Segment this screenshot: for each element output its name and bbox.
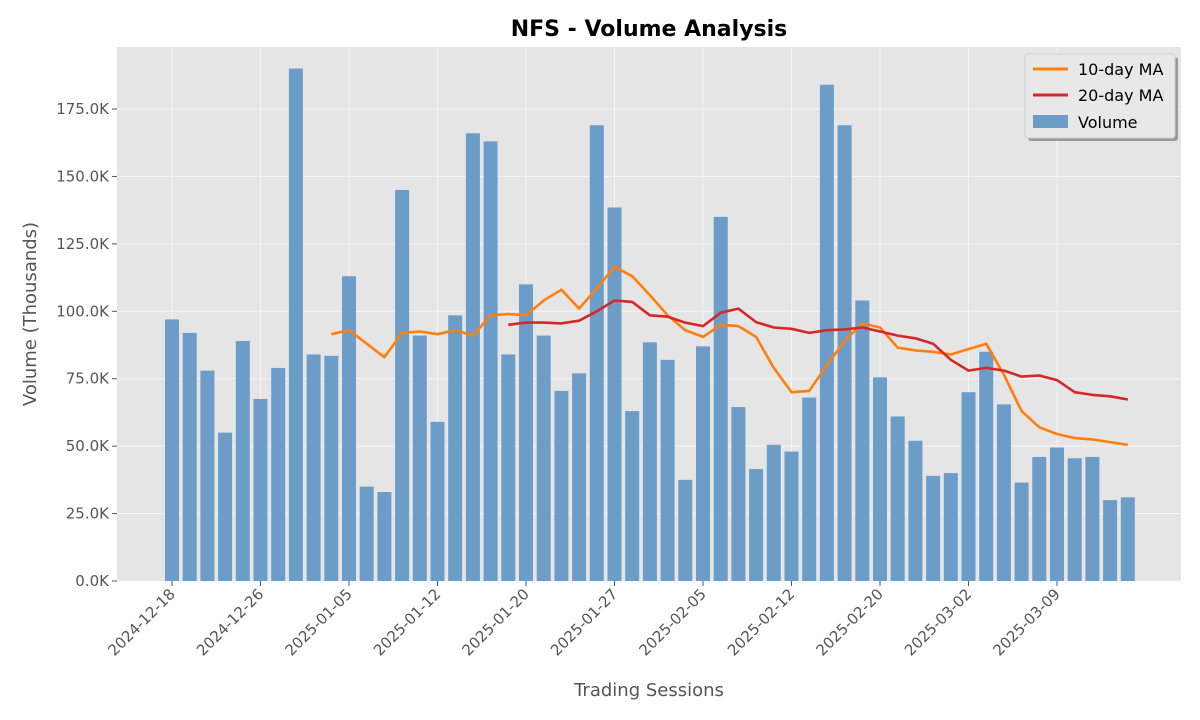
y-tick-label: 125.0K — [56, 235, 110, 253]
volume-bar — [288, 68, 303, 582]
y-tick-label: 50.0K — [66, 437, 110, 455]
volume-bar — [837, 125, 852, 581]
volume-bar — [713, 216, 728, 581]
y-tick-label: 175.0K — [56, 100, 110, 118]
volume-bar — [448, 315, 463, 581]
volume-bar — [253, 398, 268, 581]
volume-bar — [554, 390, 569, 581]
legend-label-10-day-ma: 10-day MA — [1078, 60, 1163, 79]
x-tick-label: 2024-12-26 — [193, 585, 267, 659]
y-tick-label: 100.0K — [56, 302, 110, 320]
volume-bar — [642, 342, 657, 581]
volume-bar — [926, 475, 941, 581]
volume-bars — [165, 68, 1135, 582]
volume-bar — [607, 207, 622, 581]
x-axis-label: Trading Sessions — [573, 680, 724, 701]
x-tick-label: 2025-01-20 — [458, 585, 532, 659]
volume-bar — [483, 141, 498, 582]
volume-bar — [979, 351, 994, 581]
x-tick-label: 2025-01-27 — [547, 585, 621, 659]
volume-bar — [1120, 497, 1135, 581]
volume-bar — [731, 407, 746, 581]
volume-bar — [519, 284, 533, 581]
moving-average-lines — [331, 265, 1129, 447]
volume-bar — [873, 377, 887, 581]
x-tick-label: 2025-02-20 — [812, 585, 886, 659]
x-tick-label: 2025-01-12 — [370, 585, 444, 659]
legend-label-volume: Volume — [1078, 113, 1138, 132]
volume-bar — [395, 189, 410, 581]
volume-bar — [766, 444, 781, 581]
chart-title: NFS - Volume Analysis — [511, 17, 788, 42]
x-tick-label: 2025-02-05 — [635, 585, 709, 659]
volume-bar — [218, 432, 233, 581]
volume-bar — [200, 370, 215, 581]
volume-bar — [342, 276, 356, 581]
volume-bar — [855, 300, 870, 581]
x-tick-label: 2025-01-05 — [281, 585, 355, 659]
y-tick-label: 150.0K — [56, 167, 110, 185]
legend-label-20-day-ma: 20-day MA — [1078, 86, 1163, 105]
volume-bar — [943, 473, 958, 581]
volume-bar — [465, 133, 480, 581]
volume-bar — [1014, 482, 1029, 581]
volume-bar — [536, 335, 551, 581]
volume-bar — [359, 486, 374, 581]
volume-bar — [412, 335, 427, 581]
volume-bar — [678, 479, 693, 581]
volume-bar — [182, 332, 197, 581]
volume-bar — [996, 404, 1011, 581]
y-axis: 0.0K 25.0K 50.0K 75.0K 100.0K 125.0K 150.0K 175… — [56, 100, 117, 590]
legend: 10-day MA 20-day MA Volume — [1024, 53, 1178, 141]
volume-bar — [306, 354, 321, 581]
volume-bar — [802, 397, 817, 581]
volume-bar — [696, 346, 710, 581]
volume-bar — [165, 319, 179, 581]
volume-bar — [784, 451, 799, 581]
volume-bar — [1103, 500, 1118, 581]
volume-bar — [749, 469, 764, 581]
y-tick-label: 75.0K — [66, 370, 110, 388]
legend-swatch-volume — [1033, 115, 1068, 128]
volume-bar — [430, 421, 445, 581]
x-tick-label: 2025-02-12 — [724, 585, 798, 659]
volume-bar — [235, 340, 250, 581]
x-axis: 2024-12-18 2024-12-26 2025-01-05 2025-01-12… — [104, 581, 1064, 659]
ma20-line — [508, 299, 1129, 401]
volume-bar — [819, 84, 834, 582]
volume-bar — [1085, 456, 1100, 581]
y-tick-label: 25.0K — [66, 505, 110, 523]
x-tick-label: 2025-03-09 — [989, 585, 1063, 659]
volume-bar — [1032, 456, 1047, 581]
x-tick-label: 2024-12-18 — [104, 585, 178, 659]
volume-bar — [501, 354, 516, 581]
volume-bar — [324, 355, 339, 581]
volume-bar — [1050, 447, 1064, 581]
volume-bar — [589, 125, 604, 581]
volume-bar — [908, 440, 923, 581]
ma10-line — [331, 265, 1128, 447]
volume-bar — [961, 392, 976, 581]
volume-bar — [890, 416, 905, 581]
volume-bar — [660, 359, 675, 581]
x-tick-label: 2025-03-02 — [901, 585, 975, 659]
volume-bar — [572, 373, 587, 581]
y-axis-label: Volume (Thousands) — [20, 222, 41, 406]
volume-bar — [1067, 458, 1082, 581]
volume-bar — [377, 492, 392, 581]
volume-bar — [271, 367, 286, 581]
volume-bar — [625, 411, 640, 581]
y-tick-label: 0.0K — [75, 572, 110, 590]
